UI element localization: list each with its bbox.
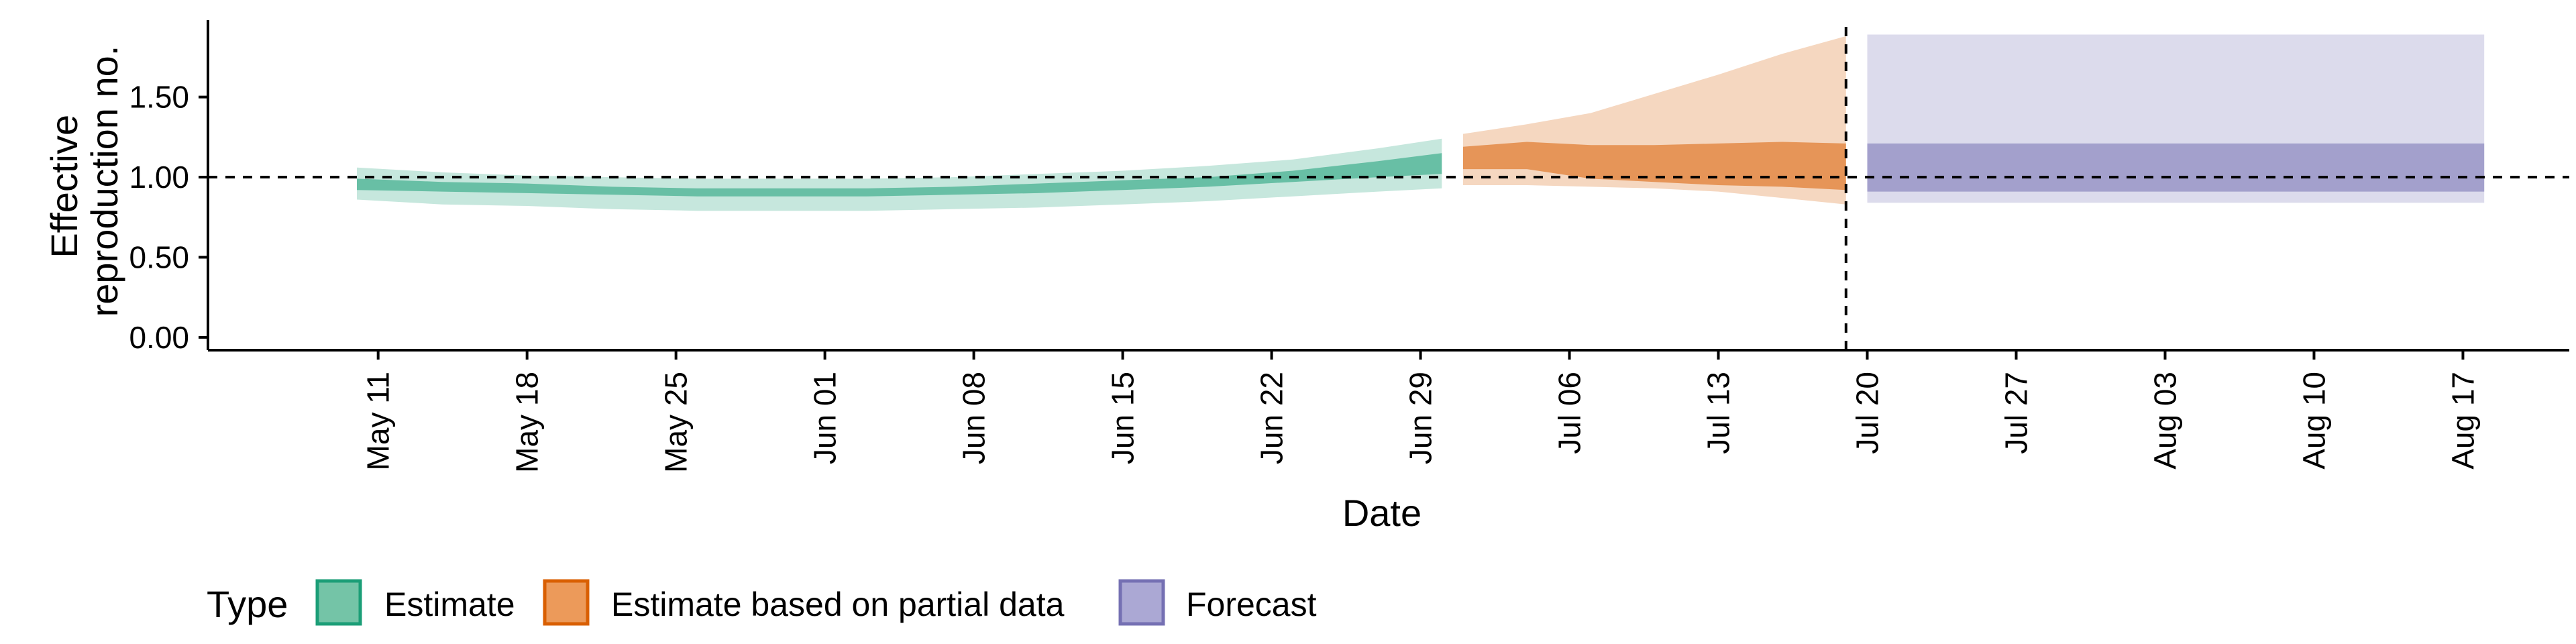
y-tick-label: 1.00 — [129, 160, 189, 195]
legend-swatch-partial — [543, 579, 590, 626]
x-tick-label: Aug 10 — [2297, 372, 2332, 470]
legend-swatch-estimate — [315, 579, 362, 626]
x-tick-label: May 25 — [659, 372, 694, 473]
x-tick-label: Jun 15 — [1106, 372, 1140, 464]
y-tick-label: 0.50 — [129, 239, 189, 274]
x-axis-title: Date — [1342, 492, 1421, 534]
x-tick-label: Jun 01 — [808, 372, 843, 464]
ribbon-50-estimate — [357, 153, 1442, 197]
x-tick-layer: May 11 May 18 May 25 Jun 01 Jun 08 Jun 15 Jun … — [361, 350, 2480, 473]
axes-layer — [207, 20, 2569, 352]
y-tick-label: 1.50 — [129, 80, 189, 115]
legend-title: Type — [207, 583, 288, 625]
y-axis-title-line-1: Effective — [43, 115, 85, 258]
legend-label-forecast: Forecast — [1186, 586, 1317, 623]
legend-label-estimate: Estimate — [384, 586, 515, 623]
x-tick-label: Aug 17 — [2445, 372, 2480, 470]
x-tick-label: Aug 03 — [2148, 372, 2183, 470]
x-tick-label: Jul 13 — [1701, 372, 1736, 454]
x-tick-label: May 18 — [510, 372, 545, 473]
y-tick-label: 0.00 — [129, 320, 189, 355]
legend-label-partial: Estimate based on partial data — [611, 586, 1065, 623]
x-tick-label: May 11 — [361, 372, 396, 470]
x-tick-label: Jun 29 — [1403, 372, 1438, 464]
legend-swatch-forecast — [1118, 579, 1165, 626]
x-tick-label: Jul 06 — [1552, 372, 1587, 454]
reference-lines — [208, 27, 2569, 350]
y-axis-title-line-2: reproduction no. — [83, 46, 125, 317]
ribbon-layer — [357, 34, 2485, 211]
y-tick-layer: 0.00 0.50 1.00 1.50 — [129, 80, 208, 355]
ribbon-50-forecast — [1867, 143, 2485, 192]
legend: Type Estimate Estimate based on partial … — [207, 579, 1317, 626]
y-axis-title: Effective reproduction no. — [43, 46, 125, 317]
x-tick-label: Jun 22 — [1254, 372, 1289, 464]
x-tick-label: Jun 08 — [957, 372, 991, 464]
x-tick-label: Jul 27 — [1999, 372, 2034, 454]
x-tick-label: Jul 20 — [1850, 372, 1885, 454]
